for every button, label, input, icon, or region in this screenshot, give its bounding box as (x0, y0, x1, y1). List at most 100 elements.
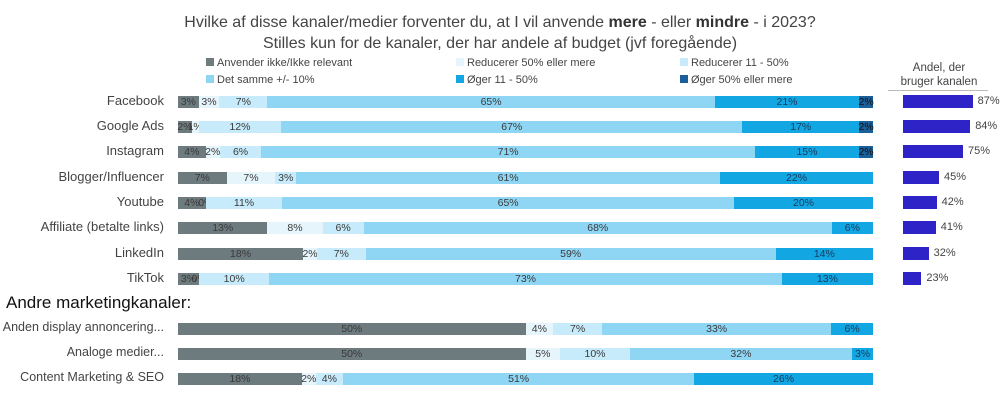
legend-label-2: Reducerer 11 - 50% (691, 57, 789, 69)
bar-segment (269, 273, 782, 285)
category-label: Blogger/Influencer (58, 169, 164, 184)
bar-segment (734, 197, 873, 209)
bar-segment (178, 323, 526, 335)
bar-data-label: 71% (497, 146, 519, 158)
bar-segment (178, 273, 200, 285)
share-value-label: 75% (968, 145, 991, 157)
share-value-label: 42% (941, 196, 964, 208)
bar-segment (178, 348, 526, 360)
bar-data-label: 2% (858, 96, 874, 108)
bar-data-label: 12% (229, 121, 251, 133)
bar-segment (694, 373, 873, 385)
bar-segment (178, 96, 199, 108)
bar-segment (303, 248, 317, 260)
bar-data-label: 13% (816, 273, 838, 285)
share-bar (903, 272, 922, 285)
category-label: LinkedIn (114, 245, 164, 260)
bar-segment (178, 373, 302, 385)
bar-data-label: 2% (858, 146, 874, 158)
share-header-line-2: bruger kanalen (900, 76, 978, 88)
share-header: Andel, der bruger kanalen (884, 61, 994, 89)
bar-segment (754, 146, 860, 158)
share-value-label: 32% (933, 247, 956, 259)
bar-data-label: 50% (341, 348, 363, 360)
share-value-label: 23% (926, 272, 949, 284)
title-part-3: mindre (695, 14, 749, 31)
bar-data-label: 68% (587, 222, 609, 234)
title-part-0: Hvilke af disse kanaler/medier forventer… (184, 14, 609, 31)
bar-segment (191, 121, 199, 133)
legend-label-5: Øger 50% eller mere (691, 74, 793, 86)
bar-data-label: 4% (531, 323, 547, 335)
bar-data-label: 3% (201, 96, 217, 108)
bar-segment (261, 146, 755, 158)
bar-segment (199, 273, 270, 285)
bar-data-label: 17% (790, 121, 812, 133)
bar-data-label: 4% (321, 373, 337, 385)
share-bar (903, 120, 971, 133)
legend-swatch-5 (680, 75, 688, 83)
bar-segment (178, 197, 206, 209)
bar-data-label: 3% (180, 96, 196, 108)
share-bar (903, 171, 939, 184)
bar-data-label: 10% (223, 273, 245, 285)
bar-segment (205, 197, 283, 209)
category-label: Anden display annoncering... (2, 320, 164, 334)
bar-data-label: 22% (786, 172, 808, 184)
bar-segment (198, 121, 282, 133)
category-label: Youtube (116, 194, 164, 209)
title-part-1: mere (608, 14, 647, 31)
legend-swatch-4 (456, 75, 464, 83)
bar-segment (205, 146, 220, 158)
chart-subtitle: Stilles kun for de kanaler, der har ande… (262, 35, 738, 52)
share-value-label: 84% (975, 120, 998, 132)
bar-segment (859, 121, 873, 133)
bar-segment (267, 222, 323, 234)
bar-data-label: 3% (180, 273, 197, 285)
legend-label-4: Øger 11 - 50% (467, 74, 538, 86)
bar-segment (275, 172, 297, 184)
share-header-line-1: Andel, der (912, 62, 966, 74)
bar-data-label: 2% (177, 121, 193, 133)
bar-data-label: 61% (497, 172, 519, 184)
legend-item-1: Reducerer 50% eller mere (456, 57, 595, 69)
bar-data-label: 13% (212, 222, 234, 234)
bar-segment (560, 348, 630, 360)
category-label: Affiliate (betalte links) (40, 219, 164, 234)
bar-data-label: 20% (792, 197, 815, 209)
bar-data-label: 11% (233, 197, 255, 209)
bar-segment (525, 323, 554, 335)
bar-segment (343, 373, 695, 385)
category-label: Google Ads (96, 118, 164, 133)
bar-segment (226, 172, 276, 184)
bar-data-label: 5% (535, 348, 551, 360)
legend-swatch-2 (680, 58, 688, 66)
bar-data-label: 51% (508, 373, 530, 385)
bar-segment (178, 222, 268, 234)
bar-segment (859, 146, 873, 158)
title-part-4: - i 2023? (749, 14, 816, 31)
category-label: Instagram (106, 143, 164, 158)
share-bar (903, 145, 963, 158)
legend-label-1: Reducerer 50% eller mere (467, 57, 596, 69)
category-label: Content Marketing & SEO (20, 370, 164, 384)
bar-segment (178, 248, 304, 260)
bar-segment (720, 172, 873, 184)
bar-segment (282, 197, 734, 209)
bar-segment (629, 348, 853, 360)
category-label: Facebook (106, 93, 164, 108)
bar-segment (525, 348, 561, 360)
bar-segment (859, 96, 873, 108)
bar-data-label: 7% (243, 172, 259, 184)
bar-segment (178, 121, 192, 133)
bar-data-label: 50% (341, 323, 363, 335)
bar-segment (219, 96, 268, 108)
bar-data-label: 67% (501, 121, 523, 133)
bar-segment (315, 373, 344, 385)
category-label: TikTok (126, 270, 164, 285)
legend-swatch-1 (456, 58, 464, 66)
bar-segment (852, 348, 873, 360)
bar-data-label: 2% (205, 146, 221, 158)
bar-data-label: 65% (497, 197, 519, 209)
bar-segment (775, 248, 873, 260)
